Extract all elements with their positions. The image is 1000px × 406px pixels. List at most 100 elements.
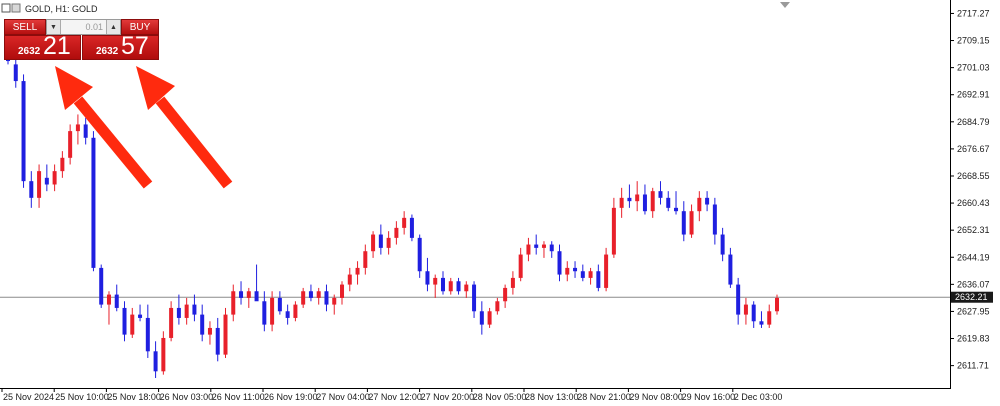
time-tick-label: 29 Nov 08:00 [629,392,683,402]
arrow-to-sell-price [55,66,153,189]
time-tick-label: 25 Nov 18:00 [107,392,161,402]
price-tick-label: 2660.43 [957,198,990,208]
candle-body [580,271,585,278]
candle-body [596,271,601,288]
candle-body [308,291,313,298]
chart-shift-marker[interactable] [780,2,790,8]
lot-increase-icon[interactable]: ▲ [106,20,120,34]
time-tick-label: 26 Nov 11:00 [212,392,265,402]
candle-body [541,244,546,248]
lot-size-field[interactable]: ▼ 0.01 ▲ [46,19,121,35]
time-tick-label: 25 Nov 10:00 [55,392,109,402]
candle-body [277,297,282,312]
candle-body [200,314,205,335]
candle-body [176,307,181,318]
one-click-trading-panel: SELL ▼ 0.01 ▲ BUY 2632 21 2632 57 [4,19,159,60]
candle-body [611,207,616,255]
price-tick-label: 2692.91 [957,90,990,100]
candle-body [13,64,18,82]
candle-body [440,277,445,292]
price-tick-label: 2709.15 [957,36,990,46]
candle-body [736,284,741,315]
candle-body [145,317,150,352]
candle-body [495,301,500,312]
candle-body [355,267,360,275]
candle-body [293,304,298,318]
candle-body [402,217,407,228]
candle-body [619,197,624,208]
candle-body [697,197,702,212]
candle-body [161,337,166,372]
candle-body [192,304,197,315]
price-tick-label: 2611.71 [957,361,989,371]
price-tick-label: 2652.31 [957,225,990,235]
candle-body [479,311,484,325]
candle-body [526,244,531,255]
candle-body [371,234,376,252]
candle-body [448,281,453,292]
chart-window-icon [1,3,11,13]
price-axis[interactable]: 2717.27 2709.15 2701.03 2692.91 2684.79 2676.… [950,8,990,371]
candle-body [215,327,220,355]
buy-price-pips: 57 [121,32,149,60]
candle-body [60,157,65,172]
candle-body [604,254,609,288]
price-tick-label: 2636.07 [957,279,990,289]
candle-body [549,244,554,252]
candle-body [689,211,694,235]
chart-title: GOLD, H1: GOLD [25,4,98,14]
price-tick-label: 2627.95 [957,306,990,316]
candle-body [681,211,686,235]
candle-body [68,131,73,158]
candle-body [472,284,477,312]
candle-body [83,124,88,138]
candles [6,31,779,378]
candle-body [588,271,593,278]
candle-body [91,137,96,268]
time-tick-label: 28 Nov 13:00 [525,392,579,402]
sell-price-box[interactable]: 2632 21 [4,32,81,60]
candle-body [487,311,492,325]
candle-body [262,301,267,325]
candle-body [75,124,80,132]
candle-body [246,291,251,298]
candle-body [767,311,772,325]
time-tick-label: 28 Nov 21:00 [577,392,631,402]
lot-decrease-icon[interactable]: ▼ [47,20,61,34]
candle-body [650,191,655,212]
candle-body [674,207,679,212]
price-tick-label: 2644.19 [957,252,990,262]
candle-body [743,304,748,315]
candle-body [239,291,244,298]
candle-body [378,234,383,248]
candle-body [573,267,578,272]
candle-body [775,297,779,312]
candle-body [510,277,515,288]
buy-button[interactable]: BUY [121,19,159,35]
candle-body [433,277,438,285]
candle-body [751,304,756,322]
buy-price-box[interactable]: 2632 57 [82,32,159,60]
sell-price-main: 2632 [18,46,41,57]
time-tick-label: 26 Nov 03:00 [160,392,214,402]
candle-body [759,321,764,325]
candle-body [409,217,414,238]
candle-body [363,251,368,268]
arrow-to-buy-price [136,66,233,189]
sell-button[interactable]: SELL [4,19,46,35]
candle-body [635,194,640,202]
lot-size-value[interactable]: 0.01 [85,22,103,32]
candle-body [503,287,508,302]
candle-body [386,237,391,248]
current-price-label: 2632.21 [951,291,993,303]
candle-body [301,291,306,305]
candle-body [254,291,259,302]
candle-body [332,297,337,305]
candle-body [658,191,663,198]
time-tick-label: 28 Nov 05:00 [473,392,527,402]
candle-body [456,281,461,292]
grid-icon [11,3,21,13]
candle-body [231,291,236,315]
